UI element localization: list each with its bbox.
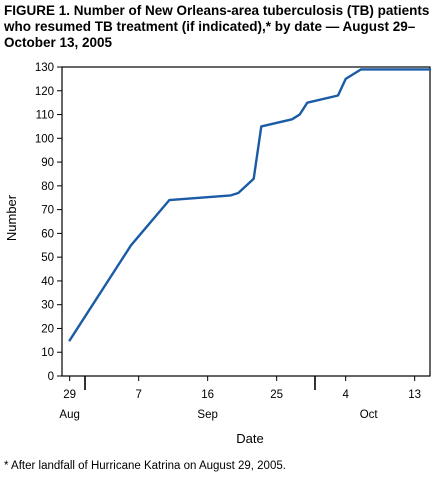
footnote: * After landfall of Hurricane Katrina on…	[4, 460, 286, 472]
y-tick-label: 120	[35, 86, 54, 98]
x-tick-label: 25	[270, 389, 283, 401]
x-tick-label: 4	[342, 389, 349, 401]
y-tick-label: 60	[41, 228, 54, 240]
y-tick-label: 10	[41, 347, 54, 359]
y-tick-label: 100	[35, 133, 54, 145]
line-chart: 0 10 20 30 40 50 60 70 80 90 100 110 120 130 29 7 16 25 4 1…	[4, 62, 432, 446]
month-label: Aug	[59, 409, 79, 421]
axes: 0 10 20 30 40 50 60 70 80 90 100 110 120 130 29 7 16 25 4 1…	[35, 62, 431, 421]
month-label: Sep	[197, 409, 217, 421]
y-tick-label: 30	[41, 300, 54, 312]
y-tick-label: 130	[35, 62, 54, 74]
y-tick-label: 0	[48, 371, 54, 383]
series-line	[68, 68, 432, 342]
x-tick-label: 7	[135, 389, 141, 401]
x-tick-label: 16	[201, 389, 214, 401]
y-axis-label: Number	[4, 194, 19, 241]
x-tick-label: 29	[63, 389, 76, 401]
y-tick-label: 50	[41, 252, 54, 264]
x-axis-label: Date	[236, 431, 263, 446]
y-tick-label: 40	[41, 276, 54, 288]
y-tick-label: 90	[41, 157, 54, 169]
x-tick-label: 13	[408, 389, 421, 401]
y-tick-label: 110	[36, 110, 54, 122]
month-label: Oct	[360, 409, 379, 421]
y-tick-label: 20	[41, 323, 54, 335]
y-tick-label: 80	[41, 181, 54, 193]
y-tick-label: 70	[41, 205, 54, 217]
axis-labels: Number Date	[4, 194, 264, 446]
figure-title: FIGURE 1. Number of New Orleans-area tub…	[4, 3, 430, 50]
plot-frame	[61, 66, 431, 377]
series-layer	[68, 68, 432, 342]
